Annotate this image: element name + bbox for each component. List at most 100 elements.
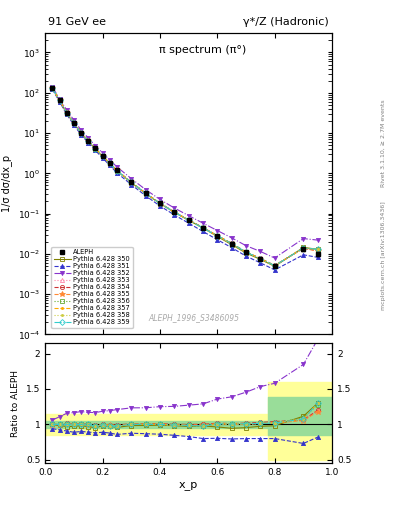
Pythia 6.428 350 (301, 244, 306, 250)
Pythia 6.428 351 (158, 203, 162, 209)
Pythia 6.428 359 (230, 241, 234, 247)
Pythia 6.428 355 (230, 241, 234, 247)
Text: ALEPH_1996_S3486095: ALEPH_1996_S3486095 (149, 313, 240, 323)
Pythia 6.428 357 (129, 179, 134, 185)
Pythia 6.428 350 (129, 180, 134, 186)
Text: 91 GeV ee: 91 GeV ee (48, 17, 106, 27)
Pythia 6.428 358 (230, 241, 234, 247)
Pythia 6.428 358 (244, 249, 248, 255)
Pythia 6.428 358 (50, 85, 55, 91)
Pythia 6.428 359 (215, 232, 220, 239)
Pythia 6.428 354 (86, 137, 90, 143)
Pythia 6.428 359 (301, 245, 306, 251)
Pythia 6.428 350 (272, 263, 277, 269)
Pythia 6.428 356 (315, 246, 320, 252)
Line: Pythia 6.428 354: Pythia 6.428 354 (50, 86, 320, 267)
Pythia 6.428 350 (79, 131, 83, 137)
Pythia 6.428 358 (272, 263, 277, 269)
Pythia 6.428 359 (93, 145, 98, 152)
Pythia 6.428 351 (57, 99, 62, 105)
Pythia 6.428 350 (57, 97, 62, 103)
Pythia 6.428 352 (215, 227, 220, 233)
Pythia 6.428 351 (201, 228, 206, 234)
Pythia 6.428 356 (72, 120, 76, 126)
Pythia 6.428 355 (215, 232, 220, 239)
Pythia 6.428 352 (230, 235, 234, 241)
Pythia 6.428 350 (64, 110, 69, 116)
Line: Pythia 6.428 358: Pythia 6.428 358 (50, 86, 320, 268)
Pythia 6.428 355 (64, 110, 69, 116)
Pythia 6.428 356 (230, 241, 234, 247)
Pythia 6.428 352 (72, 117, 76, 123)
Pythia 6.428 359 (72, 120, 76, 126)
Pythia 6.428 351 (86, 139, 90, 145)
Pythia 6.428 350 (201, 225, 206, 231)
Pythia 6.428 350 (230, 242, 234, 248)
Pythia 6.428 355 (93, 145, 98, 152)
Pythia 6.428 353 (301, 245, 306, 251)
Pythia 6.428 350 (86, 138, 90, 144)
Pythia 6.428 359 (100, 153, 105, 159)
Pythia 6.428 355 (315, 248, 320, 254)
Pythia 6.428 357 (100, 153, 105, 159)
Pythia 6.428 359 (258, 255, 263, 262)
Pythia 6.428 353 (79, 130, 83, 136)
Pythia 6.428 354 (129, 179, 134, 185)
Pythia 6.428 357 (258, 255, 263, 262)
Line: Pythia 6.428 351: Pythia 6.428 351 (50, 87, 320, 272)
Pythia 6.428 355 (86, 138, 90, 144)
Pythia 6.428 351 (143, 193, 148, 199)
Pythia 6.428 352 (64, 107, 69, 113)
Pythia 6.428 354 (57, 97, 62, 103)
Pythia 6.428 352 (258, 248, 263, 254)
Pythia 6.428 354 (143, 190, 148, 196)
Pythia 6.428 356 (107, 160, 112, 166)
Pythia 6.428 357 (93, 145, 98, 152)
Pythia 6.428 353 (258, 255, 263, 262)
Pythia 6.428 352 (201, 220, 206, 226)
Pythia 6.428 356 (115, 167, 119, 174)
Pythia 6.428 359 (244, 249, 248, 255)
Pythia 6.428 358 (115, 167, 119, 174)
Pythia 6.428 352 (129, 176, 134, 182)
Pythia 6.428 354 (93, 145, 98, 152)
Pythia 6.428 351 (79, 132, 83, 138)
Pythia 6.428 358 (57, 97, 62, 103)
Pythia 6.428 354 (79, 130, 83, 136)
Pythia 6.428 358 (258, 255, 263, 262)
Pythia 6.428 359 (315, 246, 320, 252)
Pythia 6.428 356 (143, 190, 148, 196)
Pythia 6.428 358 (158, 200, 162, 206)
Pythia 6.428 354 (172, 209, 177, 215)
Pythia 6.428 350 (244, 250, 248, 256)
Pythia 6.428 355 (57, 97, 62, 103)
Pythia 6.428 354 (72, 119, 76, 125)
Pythia 6.428 356 (129, 179, 134, 185)
Pythia 6.428 353 (186, 217, 191, 223)
Line: Pythia 6.428 353: Pythia 6.428 353 (50, 86, 320, 268)
Pythia 6.428 350 (315, 246, 320, 252)
Pythia 6.428 358 (301, 245, 306, 251)
Pythia 6.428 350 (50, 86, 55, 92)
Pythia 6.428 352 (115, 164, 119, 170)
Pythia 6.428 355 (107, 160, 112, 166)
Line: Pythia 6.428 355: Pythia 6.428 355 (50, 86, 321, 268)
Pythia 6.428 357 (115, 167, 119, 174)
Pythia 6.428 353 (107, 160, 112, 166)
Line: Pythia 6.428 352: Pythia 6.428 352 (50, 85, 320, 260)
Pythia 6.428 359 (115, 167, 119, 174)
Pythia 6.428 350 (143, 190, 148, 197)
Pythia 6.428 359 (158, 200, 162, 206)
Pythia 6.428 355 (72, 120, 76, 126)
Pythia 6.428 357 (86, 138, 90, 144)
Pythia 6.428 353 (86, 138, 90, 144)
Y-axis label: 1/σ dσ/dx_p: 1/σ dσ/dx_p (2, 155, 12, 212)
Pythia 6.428 355 (115, 167, 119, 174)
Pythia 6.428 355 (301, 245, 306, 251)
Pythia 6.428 353 (172, 209, 177, 215)
Pythia 6.428 355 (143, 190, 148, 196)
Pythia 6.428 353 (201, 225, 206, 231)
Pythia 6.428 359 (64, 110, 69, 116)
Pythia 6.428 357 (72, 120, 76, 126)
Pythia 6.428 358 (93, 145, 98, 152)
